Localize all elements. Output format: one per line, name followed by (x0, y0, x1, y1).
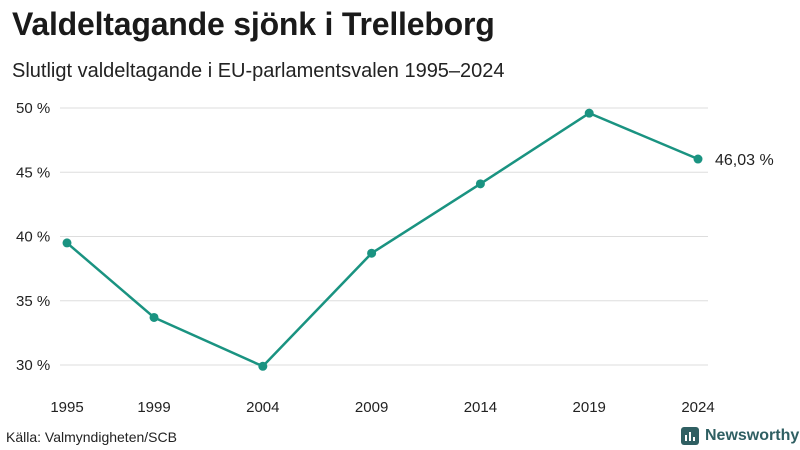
y-tick-label: 30 % (16, 357, 50, 374)
data-point (367, 248, 377, 258)
brand-logo: Newsworthy (680, 426, 799, 446)
x-tick-label: 1995 (50, 399, 83, 416)
y-tick-label: 45 % (16, 164, 50, 181)
data-point (693, 154, 703, 164)
brand-name: Newsworthy (705, 427, 800, 444)
chart-subtitle: Slutligt valdeltagande i EU-parlamentsva… (12, 60, 505, 82)
data-point (258, 361, 268, 371)
x-tick-label: 2014 (464, 399, 497, 416)
y-tick-label: 40 % (16, 229, 50, 246)
x-tick-label: 2019 (573, 399, 606, 416)
y-tick-label: 35 % (16, 293, 50, 310)
data-point (584, 108, 594, 118)
end-value-label: 46,03 % (715, 152, 774, 169)
x-tick-label: 2004 (246, 399, 279, 416)
data-point (475, 179, 485, 189)
chart-title: Valdeltagande sjönk i Trelleborg (12, 6, 495, 42)
y-tick-label: 50 % (16, 100, 50, 117)
x-tick-label: 2024 (681, 399, 714, 416)
x-tick-label: 2009 (355, 399, 388, 416)
source-note: Källa: Valmyndigheten/SCB (6, 429, 177, 445)
data-point (62, 238, 72, 248)
newsworthy-logo-icon (681, 427, 699, 445)
data-point (149, 312, 159, 322)
series-line (65, 111, 700, 368)
x-tick-label: 1999 (137, 399, 170, 416)
